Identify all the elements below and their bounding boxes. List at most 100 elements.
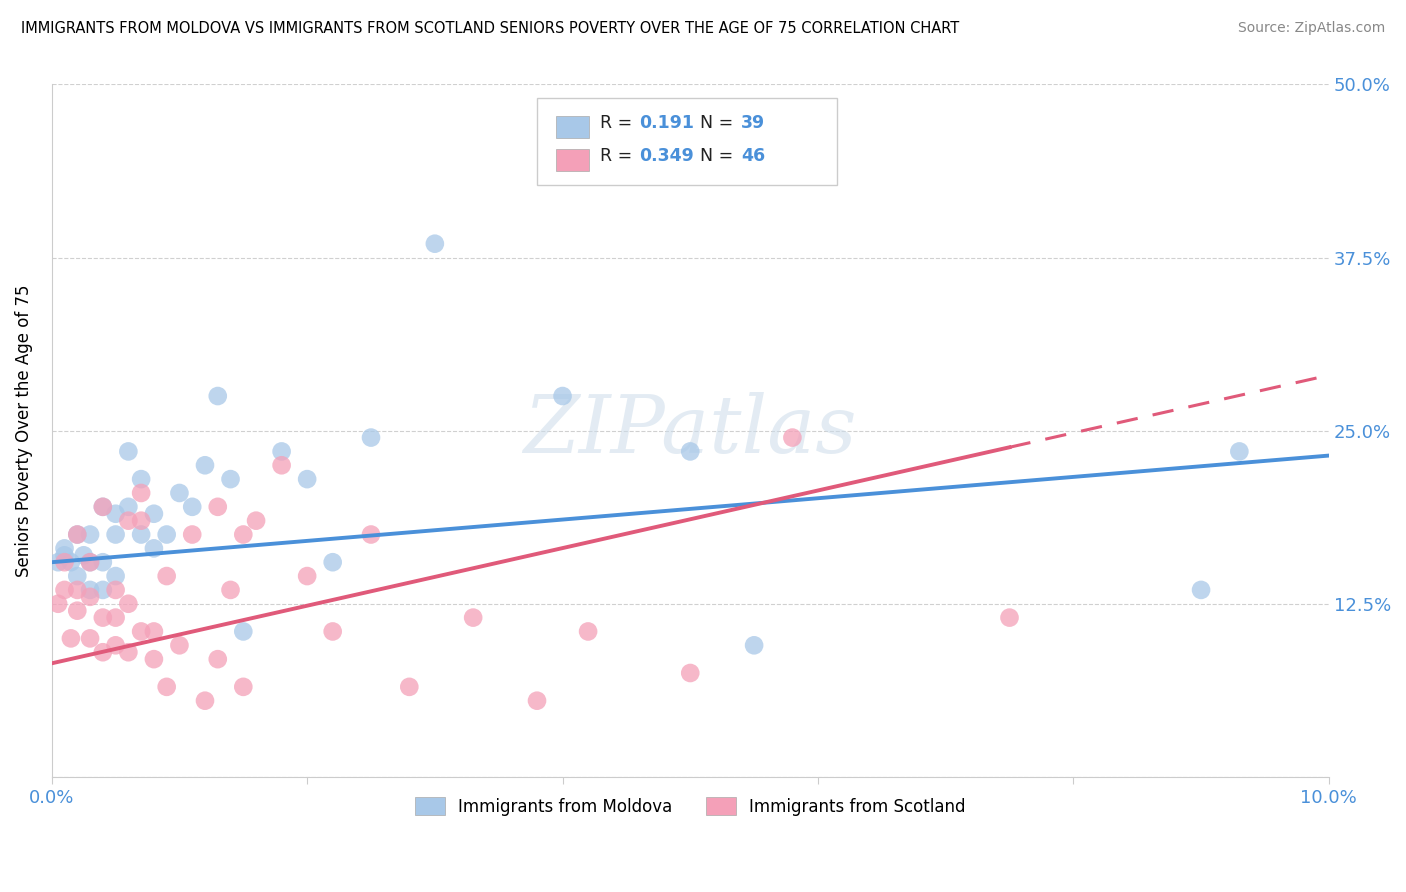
- Point: [117, 500, 139, 514]
- Point: [66, 527, 89, 541]
- Text: R =: R =: [599, 113, 637, 131]
- Point: [66, 582, 89, 597]
- Y-axis label: Seniors Poverty Over the Age of 75: Seniors Poverty Over the Age of 75: [15, 285, 32, 577]
- Point: [576, 624, 599, 639]
- Text: ZIPatlas: ZIPatlas: [523, 392, 858, 469]
- Point: [73, 549, 96, 563]
- Text: 0.191: 0.191: [640, 113, 695, 131]
- Point: [91, 500, 114, 514]
- Point: [117, 645, 139, 659]
- Legend: Immigrants from Moldova, Immigrants from Scotland: Immigrants from Moldova, Immigrants from…: [406, 789, 974, 824]
- Point: [423, 236, 446, 251]
- Point: [194, 694, 217, 708]
- Point: [142, 541, 165, 556]
- Point: [129, 527, 152, 541]
- Bar: [557, 116, 589, 137]
- Point: [142, 652, 165, 666]
- Point: [219, 472, 242, 486]
- Text: 0.349: 0.349: [640, 147, 695, 165]
- Point: [526, 694, 548, 708]
- Point: [91, 610, 114, 624]
- Point: [322, 555, 344, 569]
- Text: IMMIGRANTS FROM MOLDOVA VS IMMIGRANTS FROM SCOTLAND SENIORS POVERTY OVER THE AGE: IMMIGRANTS FROM MOLDOVA VS IMMIGRANTS FR…: [21, 21, 959, 36]
- Point: [463, 610, 485, 624]
- Point: [104, 527, 127, 541]
- Point: [46, 597, 69, 611]
- Point: [207, 500, 229, 514]
- Point: [551, 389, 574, 403]
- Point: [156, 680, 179, 694]
- Point: [79, 582, 101, 597]
- Point: [360, 431, 382, 445]
- Point: [91, 582, 114, 597]
- Point: [194, 458, 217, 473]
- Text: R =: R =: [599, 147, 637, 165]
- Point: [207, 389, 229, 403]
- Point: [782, 431, 804, 445]
- Point: [104, 610, 127, 624]
- Point: [129, 514, 152, 528]
- Text: 39: 39: [741, 113, 765, 131]
- Point: [79, 590, 101, 604]
- Point: [270, 444, 292, 458]
- Point: [181, 527, 204, 541]
- Point: [104, 507, 127, 521]
- Point: [156, 527, 179, 541]
- Point: [129, 486, 152, 500]
- Point: [117, 514, 139, 528]
- Point: [129, 472, 152, 486]
- Point: [53, 541, 76, 556]
- Point: [66, 604, 89, 618]
- Text: 46: 46: [741, 147, 765, 165]
- FancyBboxPatch shape: [537, 98, 837, 185]
- Point: [207, 652, 229, 666]
- Point: [79, 632, 101, 646]
- Point: [142, 624, 165, 639]
- Point: [232, 527, 254, 541]
- Point: [156, 569, 179, 583]
- Point: [91, 645, 114, 659]
- Point: [129, 624, 152, 639]
- Point: [53, 555, 76, 569]
- Point: [79, 527, 101, 541]
- Point: [53, 549, 76, 563]
- Point: [79, 555, 101, 569]
- Point: [245, 514, 267, 528]
- Point: [295, 472, 318, 486]
- Point: [1189, 582, 1212, 597]
- Point: [169, 638, 191, 652]
- Point: [181, 500, 204, 514]
- Point: [679, 665, 702, 680]
- Point: [91, 555, 114, 569]
- Point: [104, 638, 127, 652]
- Point: [59, 632, 82, 646]
- Point: [66, 569, 89, 583]
- Text: Source: ZipAtlas.com: Source: ZipAtlas.com: [1237, 21, 1385, 35]
- Point: [998, 610, 1021, 624]
- Point: [742, 638, 765, 652]
- Point: [219, 582, 242, 597]
- Point: [91, 500, 114, 514]
- Point: [270, 458, 292, 473]
- Point: [117, 597, 139, 611]
- Point: [169, 486, 191, 500]
- Point: [142, 507, 165, 521]
- Point: [232, 680, 254, 694]
- Point: [46, 555, 69, 569]
- Point: [79, 555, 101, 569]
- Point: [398, 680, 420, 694]
- Point: [117, 444, 139, 458]
- Bar: [557, 149, 589, 171]
- Point: [1227, 444, 1250, 458]
- Point: [322, 624, 344, 639]
- Point: [104, 569, 127, 583]
- Point: [679, 444, 702, 458]
- Point: [295, 569, 318, 583]
- Point: [53, 582, 76, 597]
- Point: [104, 582, 127, 597]
- Text: N =: N =: [700, 147, 740, 165]
- Point: [232, 624, 254, 639]
- Point: [360, 527, 382, 541]
- Point: [59, 555, 82, 569]
- Point: [66, 527, 89, 541]
